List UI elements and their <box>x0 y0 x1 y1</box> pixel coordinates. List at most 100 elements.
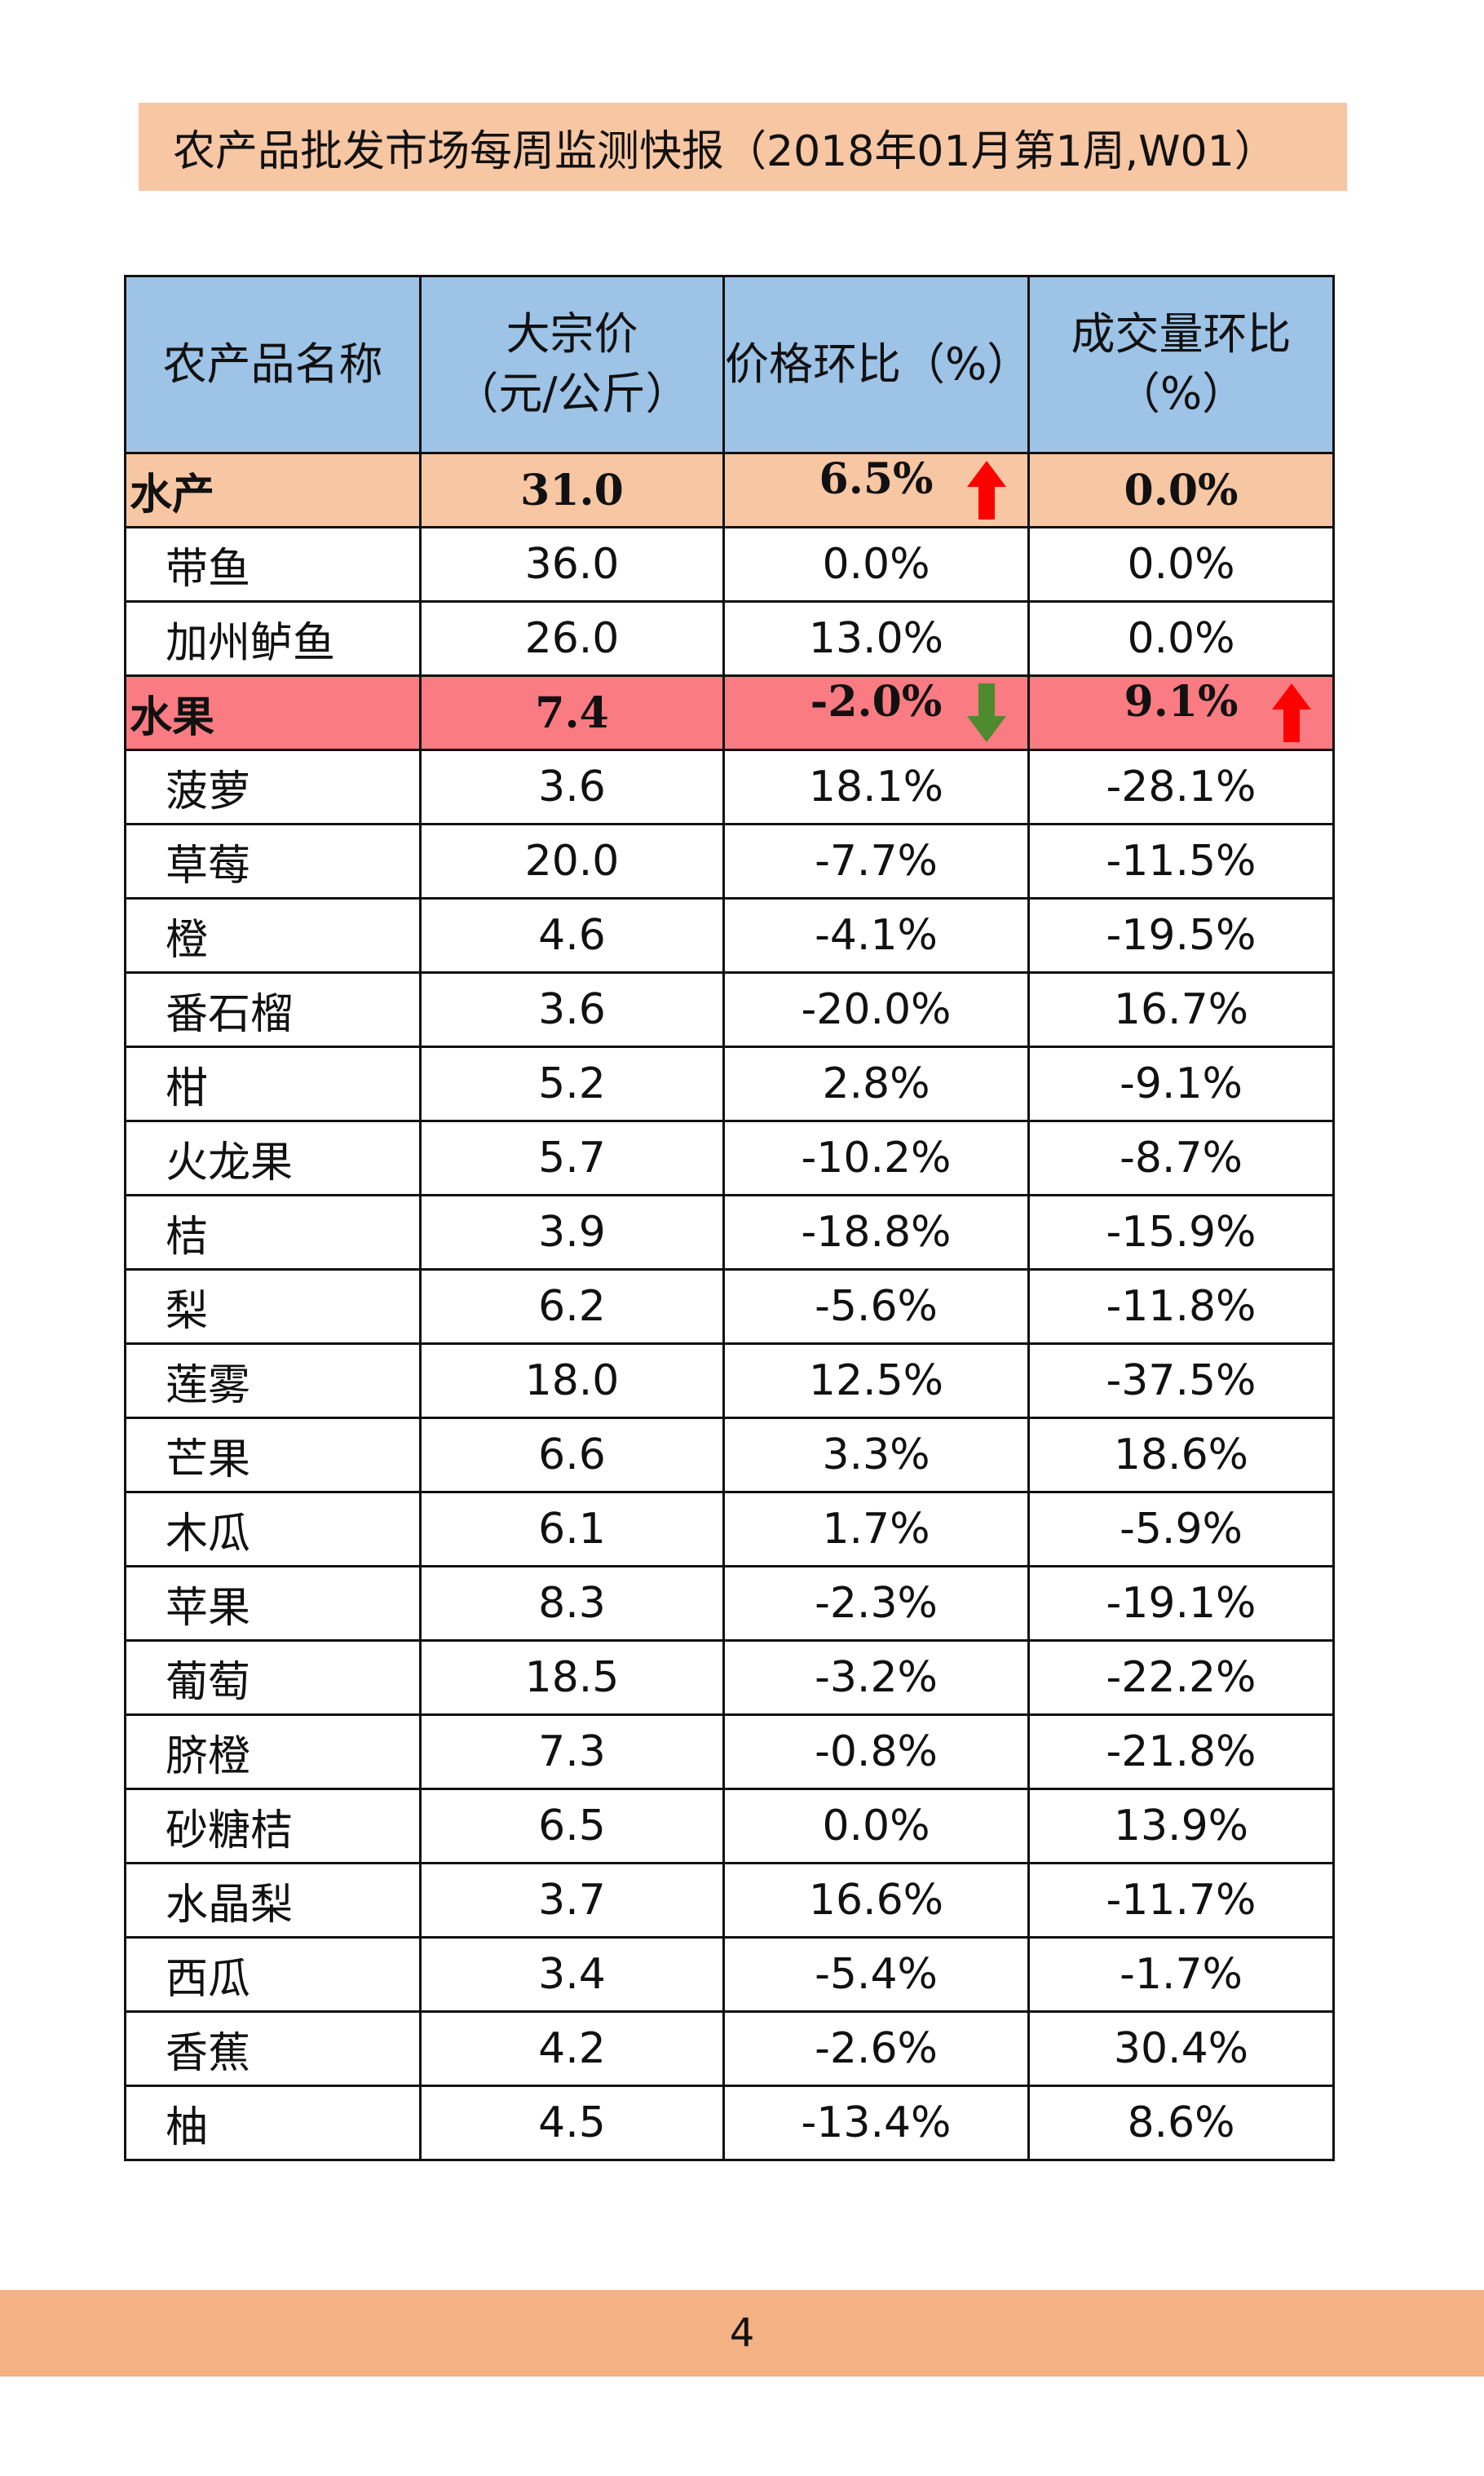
table-row: 香蕉 4.2 -2.6% 30.4% <box>124 2010 1335 2087</box>
product-name: 带鱼 <box>124 526 422 603</box>
volume-change: 8.6% <box>1027 2085 1335 2161</box>
header-bulk-price: 大宗价 （元/公斤） <box>419 275 725 454</box>
table-row: 加州鲈鱼 26.0 13.0% 0.0% <box>124 600 1335 677</box>
header-volume-change: 成交量环比 （%） <box>1027 275 1335 454</box>
volume-change: -11.8% <box>1027 1268 1335 1345</box>
volume-change: 16.7% <box>1027 971 1335 1048</box>
table-row: 芒果 6.6 3.3% 18.6% <box>124 1417 1335 1493</box>
table-header-row: 农产品名称 大宗价 （元/公斤） 价格环比（%） 成交量环比 （%） <box>124 275 1335 454</box>
volume-change: -11.5% <box>1027 823 1335 900</box>
bulk-price: 3.6 <box>419 971 725 1048</box>
product-name: 菠萝 <box>124 749 422 825</box>
table-row: 橙 4.6 -4.1% -19.5% <box>124 897 1335 974</box>
volume-change: -19.1% <box>1027 1565 1335 1642</box>
table-row: 水晶梨 3.7 16.6% -11.7% <box>124 1862 1335 1939</box>
price-change: 16.6% <box>722 1862 1030 1939</box>
down-arrow-icon <box>967 683 1006 742</box>
price-monitor-table: 农产品名称 大宗价 （元/公斤） 价格环比（%） 成交量环比 （%） 水产 31… <box>124 275 1335 2161</box>
category-name: 水果 <box>124 674 422 751</box>
product-name: 香蕉 <box>124 2010 422 2087</box>
volume-change: -28.1% <box>1027 749 1335 825</box>
product-name: 柚 <box>124 2085 422 2161</box>
volume-change: -22.2% <box>1027 1639 1335 1716</box>
price-change: -0.8% <box>722 1713 1030 1790</box>
table-row: 草莓 20.0 -7.7% -11.5% <box>124 823 1335 900</box>
category-volume-change-cell: 9.1% <box>1027 674 1335 751</box>
header-volume-change-line1: 成交量环比 <box>1071 308 1292 360</box>
bulk-price: 7.3 <box>419 1713 725 1790</box>
page-number: 4 <box>729 2310 755 2356</box>
product-name: 草莓 <box>124 823 422 900</box>
bulk-price: 3.4 <box>419 1936 725 2013</box>
product-name: 苹果 <box>124 1565 422 1642</box>
category-name: 水产 <box>124 452 422 528</box>
header-bulk-price-line2: （元/公斤） <box>454 368 690 419</box>
product-name: 木瓜 <box>124 1491 422 1567</box>
volume-change: -9.1% <box>1027 1046 1335 1122</box>
product-name: 水晶梨 <box>124 1862 422 1939</box>
volume-change: 13.9% <box>1027 1788 1335 1864</box>
bulk-price: 6.1 <box>419 1491 725 1567</box>
table-row: 柚 4.5 -13.4% 8.6% <box>124 2085 1335 2161</box>
category-price-change: 6.5% <box>819 454 934 505</box>
bulk-price: 3.6 <box>419 749 725 825</box>
product-name: 砂糖桔 <box>124 1788 422 1864</box>
bulk-price: 4.6 <box>419 897 725 974</box>
bulk-price: 3.9 <box>419 1194 725 1271</box>
volume-change: -1.7% <box>1027 1936 1335 2013</box>
volume-change: 0.0% <box>1027 526 1335 603</box>
volume-change: 18.6% <box>1027 1417 1335 1493</box>
product-name: 火龙果 <box>124 1120 422 1196</box>
product-name: 番石榴 <box>124 971 422 1048</box>
category-price-change: -2.0% <box>810 677 943 727</box>
price-change: -10.2% <box>722 1120 1030 1196</box>
product-name: 柑 <box>124 1046 422 1122</box>
table-row: 脐橙 7.3 -0.8% -21.8% <box>124 1713 1335 1790</box>
price-change: -5.6% <box>722 1268 1030 1345</box>
table-row: 桔 3.9 -18.8% -15.9% <box>124 1194 1335 1271</box>
bulk-price: 3.7 <box>419 1862 725 1939</box>
table-row: 菠萝 3.6 18.1% -28.1% <box>124 749 1335 825</box>
up-arrow-icon <box>967 461 1006 520</box>
product-name: 梨 <box>124 1268 422 1345</box>
price-change: 1.7% <box>722 1491 1030 1567</box>
volume-change: -15.9% <box>1027 1194 1335 1271</box>
price-change: 12.5% <box>722 1342 1030 1419</box>
volume-change: -11.7% <box>1027 1862 1335 1939</box>
product-name: 芒果 <box>124 1417 422 1493</box>
header-price-change-label: 价格环比（%） <box>725 338 1029 390</box>
bulk-price: 6.5 <box>419 1788 725 1864</box>
table-row: 带鱼 36.0 0.0% 0.0% <box>124 526 1335 603</box>
volume-change: 0.0% <box>1027 600 1335 677</box>
category-volume-change: 0.0% <box>1027 452 1335 528</box>
product-name: 莲雾 <box>124 1342 422 1419</box>
product-name: 桔 <box>124 1194 422 1271</box>
volume-change: 30.4% <box>1027 2010 1335 2087</box>
price-change: 13.0% <box>722 600 1030 677</box>
volume-change: -8.7% <box>1027 1120 1335 1196</box>
header-volume-change-line2: （%） <box>1115 368 1247 419</box>
bulk-price: 18.0 <box>419 1342 725 1419</box>
header-price-change: 价格环比（%） <box>722 275 1030 454</box>
bulk-price: 4.5 <box>419 2085 725 2161</box>
bulk-price: 5.7 <box>419 1120 725 1196</box>
report-title: 农产品批发市场每周监测快报（2018年01月第1周,W01） <box>139 103 1347 191</box>
table-row: 番石榴 3.6 -20.0% 16.7% <box>124 971 1335 1048</box>
header-product-name: 农产品名称 <box>124 275 422 454</box>
bulk-price: 6.6 <box>419 1417 725 1493</box>
bulk-price: 26.0 <box>419 600 725 677</box>
category-row-fruit: 水果 7.4 -2.0% 9.1% <box>124 674 1335 751</box>
category-volume-change: 9.1% <box>1124 677 1239 727</box>
category-price: 7.4 <box>419 674 725 751</box>
price-change: -18.8% <box>722 1194 1030 1271</box>
price-change: -2.6% <box>722 2010 1030 2087</box>
product-name: 西瓜 <box>124 1936 422 2013</box>
category-price-change-cell: 6.5% <box>722 452 1030 528</box>
table-row: 火龙果 5.7 -10.2% -8.7% <box>124 1120 1335 1196</box>
product-name: 橙 <box>124 897 422 974</box>
volume-change: -21.8% <box>1027 1713 1335 1790</box>
table-row: 西瓜 3.4 -5.4% -1.7% <box>124 1936 1335 2013</box>
price-change: -5.4% <box>722 1936 1030 2013</box>
volume-change: -19.5% <box>1027 897 1335 974</box>
table-row: 梨 6.2 -5.6% -11.8% <box>124 1268 1335 1345</box>
